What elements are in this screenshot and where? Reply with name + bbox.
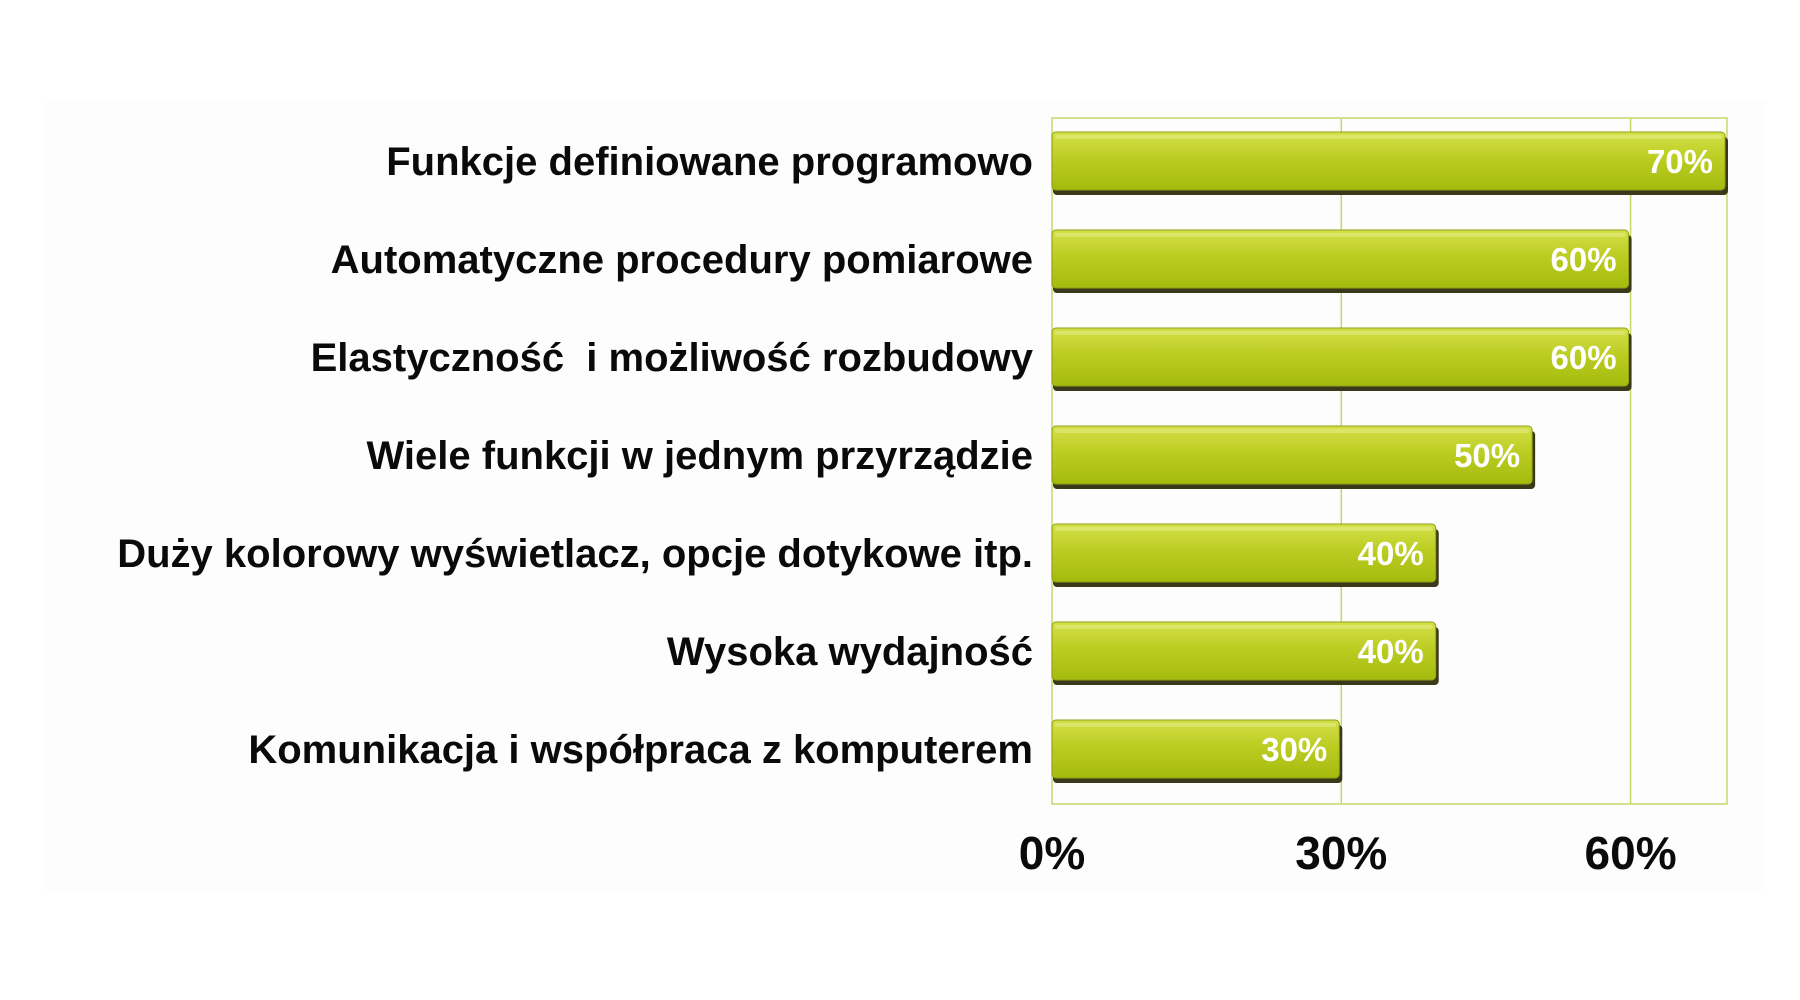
bar-2 [1051, 229, 1632, 293]
bar-body [1051, 425, 1533, 485]
bar-layer: 70% 60% 60% 50% 40% 40% 30% [1051, 131, 1728, 783]
bar-body [1051, 327, 1630, 387]
bar-highlight [1055, 723, 1337, 727]
data-label: 70% [1647, 143, 1713, 180]
bar-5 [1051, 523, 1439, 587]
category-label: Wysoka wydajność [667, 630, 1033, 674]
data-label: 40% [1358, 535, 1424, 572]
data-label: 30% [1261, 731, 1327, 768]
bar-3 [1051, 327, 1632, 391]
category-label-layer: Funkcje definiowane programowo Automatycz… [117, 140, 1034, 772]
data-label: 60% [1551, 241, 1617, 278]
tick-label: 0% [1019, 827, 1085, 879]
tick-label-layer: 0% 30% 60% [1019, 827, 1677, 879]
category-label: Automatyczne procedury pomiarowe [331, 238, 1033, 282]
bar-1 [1051, 131, 1728, 195]
category-label: Duży kolorowy wyświetlacz, opcje dotykow… [117, 532, 1033, 576]
data-label: 50% [1454, 437, 1520, 474]
category-label: Funkcje definiowane programowo [386, 140, 1033, 184]
bar-body [1051, 523, 1437, 583]
bar-highlight [1055, 233, 1626, 237]
bar-body [1051, 131, 1726, 191]
bar-body [1051, 719, 1340, 779]
bar-highlight [1055, 331, 1626, 335]
data-label: 60% [1551, 339, 1617, 376]
bar-body [1051, 229, 1630, 289]
bar-4 [1051, 425, 1536, 489]
data-label: 40% [1358, 633, 1424, 670]
bar-body [1051, 621, 1437, 681]
category-label: Elastyczność i możliwość rozbudowy [311, 336, 1034, 380]
bar-7 [1051, 719, 1343, 783]
bar-highlight [1055, 625, 1433, 629]
category-label: Komunikacja i współpraca z komputerem [248, 728, 1033, 772]
bar-highlight [1055, 135, 1722, 139]
tick-label: 30% [1295, 827, 1387, 879]
bar-highlight [1055, 429, 1530, 433]
bar-6 [1051, 621, 1439, 685]
bar-highlight [1055, 527, 1433, 531]
category-label: Wiele funkcji w jednym przyrządzie [367, 434, 1033, 478]
tick-label: 60% [1585, 827, 1677, 879]
